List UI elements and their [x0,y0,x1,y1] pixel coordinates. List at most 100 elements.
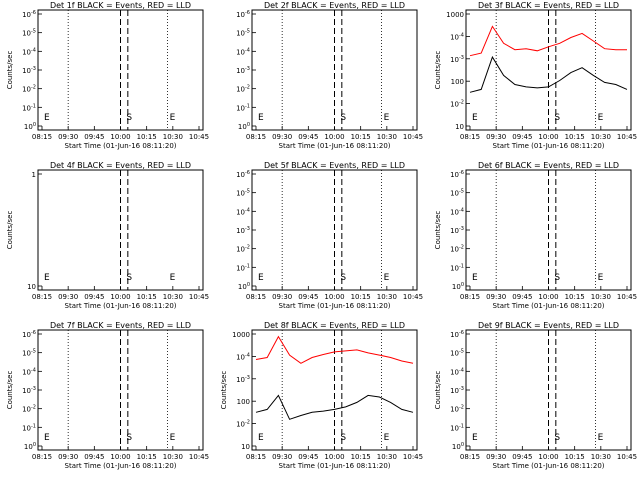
x-tick-label: 10:15 [351,293,371,301]
y-tick-label: 100 [452,282,464,291]
x-tick-label: 10:45 [403,293,423,301]
y-tick-label: 10-6 [236,10,250,19]
y-tick-label: 10-4 [450,32,464,41]
y-tick-label: 10-3 [450,55,464,64]
event-marker-label: E [384,113,390,123]
y-tick-label: 10-5 [22,349,36,358]
y-tick-label: 100 [24,122,36,131]
x-axis-label: Start Time (01-Jun-16 08:11:20) [65,462,177,470]
x-tick-label: 09:45 [512,133,532,141]
y-tick-label: 100 [238,122,250,131]
y-tick-label: 10-2 [236,420,250,429]
panel-title: Det 1f BLACK = Events, RED = LLD [50,1,191,10]
x-tick-label: 10:00 [324,133,344,141]
x-tick-label: 10:15 [351,453,371,461]
y-tick-label: 10-4 [450,367,464,376]
series-line-events [469,55,628,93]
y-tick-label: 10-6 [22,10,36,19]
event-marker-label: E [258,433,264,443]
y-tick-label: 10 [241,443,250,451]
x-tick-label: 08:15 [460,453,480,461]
y-axis-label: Counts/sec [434,211,442,250]
x-tick-label: 10:30 [591,293,611,301]
x-tick-label: 10:30 [591,453,611,461]
panel-det-1: Det 1f BLACK = Events, RED = LLD Counts/s… [6,1,209,150]
y-tick-label: 10-2 [22,405,36,414]
panel-det-8: Det 8f BLACK = Events, RED = LLD Counts/s… [220,321,423,470]
panel-det-5: Det 5f BLACK = Events, RED = LLD 100 10-1 1… [236,161,423,310]
event-marker-label: E [384,273,390,283]
event-marker-label: E [258,113,264,123]
x-axis-label: Start Time (01-Jun-16 08:11:20) [65,142,177,150]
event-marker-label: S [126,433,132,443]
panel-det-6: Det 6f BLACK = Events, RED = LLD Counts/s… [434,161,637,310]
x-tick-label: 10:45 [189,133,209,141]
event-marker-label: E [44,273,50,283]
x-tick-label: 10:15 [137,453,157,461]
x-tick-label: 08:15 [32,293,52,301]
y-tick-label: 100 [451,78,464,86]
panel-title: Det 4f BLACK = Events, RED = LLD [50,161,191,170]
y-tick-label: 10-6 [22,330,36,339]
x-tick-label: 09:30 [58,133,78,141]
y-tick-label: 10-3 [450,226,464,235]
event-marker-label: S [340,273,346,283]
x-tick-label: 09:45 [298,133,318,141]
y-tick-label: 100 [237,398,250,406]
x-axis-label: Start Time (01-Jun-16 08:11:20) [279,462,391,470]
y-tick-label: 10-4 [236,207,250,216]
panel-det-4: Det 4f BLACK = Events, RED = LLD Counts/s… [6,161,209,310]
y-tick-label: 10-1 [236,263,250,272]
x-axis-label: Start Time (01-Jun-16 08:11:20) [493,302,605,310]
event-marker-label: S [554,113,560,123]
y-tick-label: 10-6 [450,170,464,179]
y-tick-label: 10-4 [22,367,36,376]
x-tick-label: 09:45 [84,133,104,141]
y-axis-label: Counts/sec [6,371,14,410]
y-tick-label: 10-4 [22,47,36,56]
series-line-lld [255,335,414,364]
x-tick-label: 10:00 [538,293,558,301]
y-tick-label: 10-5 [450,189,464,198]
event-marker-label: S [340,113,346,123]
x-tick-label: 10:00 [538,133,558,141]
y-tick-label: 10-3 [22,386,36,395]
y-tick-label: 10-1 [22,423,36,432]
x-tick-label: 10:45 [617,293,637,301]
y-tick-label: 10-2 [236,245,250,254]
y-tick-label: 10-2 [450,245,464,254]
x-tick-label: 09:30 [486,453,506,461]
y-tick-label: 10-3 [236,375,250,384]
panel-det-2: Det 2f BLACK = Events, RED = LLD 100 10-1 1… [236,1,423,150]
x-tick-label: 09:45 [298,453,318,461]
x-tick-label: 09:45 [298,293,318,301]
x-tick-label: 08:15 [32,133,52,141]
x-tick-label: 10:00 [110,133,130,141]
y-tick-label: 1 [32,171,36,179]
x-tick-label: 09:30 [58,453,78,461]
y-tick-label: 10 [455,123,464,131]
y-axis-label: Counts/sec [434,51,442,90]
x-tick-label: 09:30 [486,133,506,141]
event-marker-label: E [598,273,604,283]
x-tick-label: 10:00 [324,293,344,301]
y-tick-label: 100 [24,442,36,451]
x-tick-label: 10:15 [565,133,585,141]
y-tick-label: 1000 [446,11,464,19]
y-tick-label: 10-1 [22,103,36,112]
panel-title: Det 5f BLACK = Events, RED = LLD [264,161,405,170]
x-tick-label: 10:15 [565,453,585,461]
y-tick-label: 10-4 [236,47,250,56]
panel-title: Det 3f BLACK = Events, RED = LLD [478,1,619,10]
y-tick-label: 10-3 [236,226,250,235]
panel-det-3: Det 3f BLACK = Events, RED = LLD Counts/s… [434,1,637,150]
x-tick-label: 10:00 [110,453,130,461]
y-axis-label: Counts/sec [220,371,228,410]
x-tick-label: 10:45 [403,453,423,461]
x-axis-label: Start Time (01-Jun-16 08:11:20) [493,142,605,150]
x-axis-label: Start Time (01-Jun-16 08:11:20) [65,302,177,310]
x-tick-label: 10:45 [189,293,209,301]
event-marker-label: S [126,113,132,123]
y-tick-label: 1000 [232,331,250,339]
